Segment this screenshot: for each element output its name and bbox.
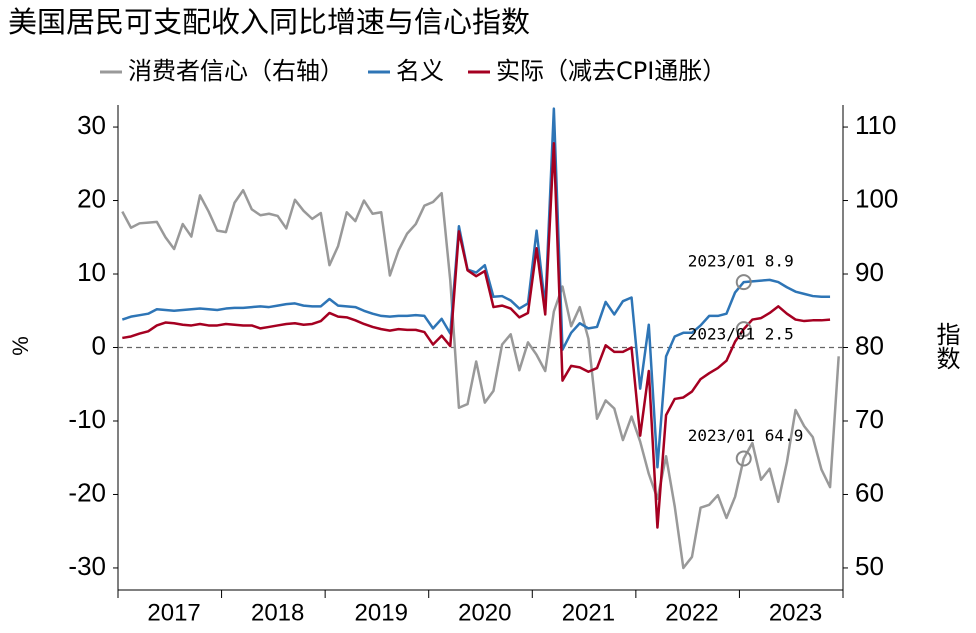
- y2-axis-label: 指数: [932, 322, 960, 370]
- series-line: [121, 188, 840, 570]
- annotation: 2023/01 2.5: [688, 325, 794, 344]
- y-tick-label: 30: [77, 110, 106, 140]
- x-tick-label: 2017: [147, 599, 200, 626]
- legend-label: 消费者信心（右轴）: [128, 57, 344, 85]
- legend-label: 实际（减去CPI通胀）: [496, 57, 726, 85]
- y2-tick-label: 100: [855, 183, 898, 213]
- legend-label: 名义: [396, 57, 444, 85]
- y2-tick-label: 90: [855, 257, 884, 287]
- x-tick-label: 2022: [665, 599, 718, 626]
- x-tick-label: 2019: [355, 599, 408, 626]
- y2-tick-label: 60: [855, 477, 884, 507]
- annotation: 2023/01 64.9: [688, 426, 804, 445]
- y2-tick-label: 50: [855, 551, 884, 581]
- y-tick-label: -30: [68, 551, 106, 581]
- y-tick-label: 10: [77, 257, 106, 287]
- annotation: 2023/01 8.9: [688, 252, 794, 271]
- x-tick-label: 2021: [562, 599, 615, 626]
- series-line: [121, 107, 831, 469]
- x-tick-label: 2020: [458, 599, 511, 626]
- y-tick-label: -20: [68, 477, 106, 507]
- y-tick-label: 20: [77, 183, 106, 213]
- y2-tick-label: 70: [855, 404, 884, 434]
- annotation-marker: [735, 450, 752, 467]
- series-line: [122, 141, 831, 529]
- y-tick-label: 0: [92, 330, 106, 360]
- y2-tick-label: 110: [855, 110, 896, 140]
- annotation-marker: [735, 321, 752, 338]
- annotation-marker: [735, 274, 752, 291]
- x-tick-label: 2023: [769, 599, 822, 626]
- y-tick-label: -10: [68, 404, 106, 434]
- x-tick-label: 2018: [251, 599, 304, 626]
- y2-tick-label: 80: [855, 330, 884, 360]
- chart-title: 美国居民可支配收入同比增速与信心指数: [8, 5, 530, 39]
- y-axis-label: %: [8, 336, 33, 356]
